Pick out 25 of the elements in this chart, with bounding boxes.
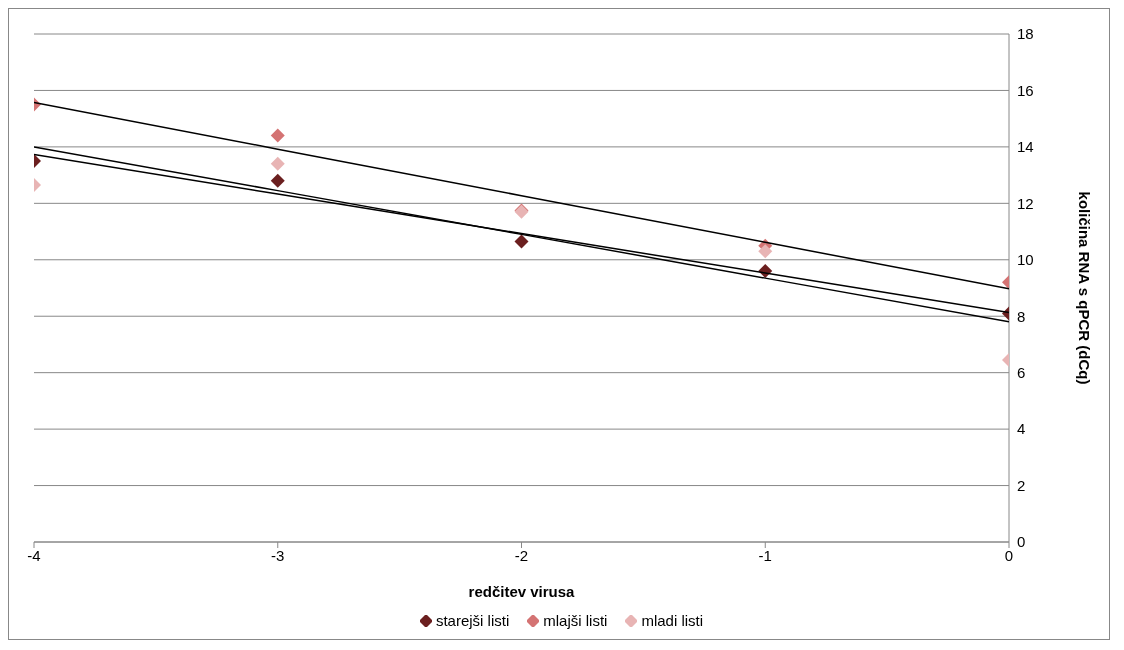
x-tick-label: 0 bbox=[1004, 546, 1014, 564]
legend-label: mlajši listi bbox=[543, 612, 608, 629]
y-tick-label: 12 bbox=[1017, 194, 1034, 212]
x-axis-title: redčitev virusa bbox=[468, 583, 576, 600]
y-tick-label: 2 bbox=[1017, 476, 1026, 494]
legend-label: starejši listi bbox=[435, 612, 510, 629]
y-tick-label: 18 bbox=[1017, 25, 1034, 43]
x-tick-label: -3 bbox=[271, 546, 285, 564]
point bbox=[270, 173, 285, 188]
point bbox=[758, 244, 773, 259]
y-tick-label: 0 bbox=[1017, 533, 1026, 551]
point bbox=[270, 128, 285, 143]
y-tick-label: 6 bbox=[1017, 363, 1026, 381]
x-tick-label: -2 bbox=[514, 546, 529, 564]
y-tick-label: 4 bbox=[1017, 420, 1026, 438]
point bbox=[514, 234, 529, 249]
legend-label: mladi listi bbox=[641, 612, 704, 629]
y-tick-label: 14 bbox=[1017, 138, 1034, 156]
y-axis-title: količina RNA s qPCR (dCq) bbox=[1075, 191, 1093, 385]
y-tick-label: 8 bbox=[1017, 307, 1026, 325]
point bbox=[270, 156, 285, 171]
x-tick-label: -4 bbox=[27, 546, 41, 564]
y-tick-label: 10 bbox=[1017, 251, 1034, 269]
x-tick-label: -1 bbox=[758, 546, 772, 564]
y-tick-label: 16 bbox=[1017, 81, 1034, 99]
